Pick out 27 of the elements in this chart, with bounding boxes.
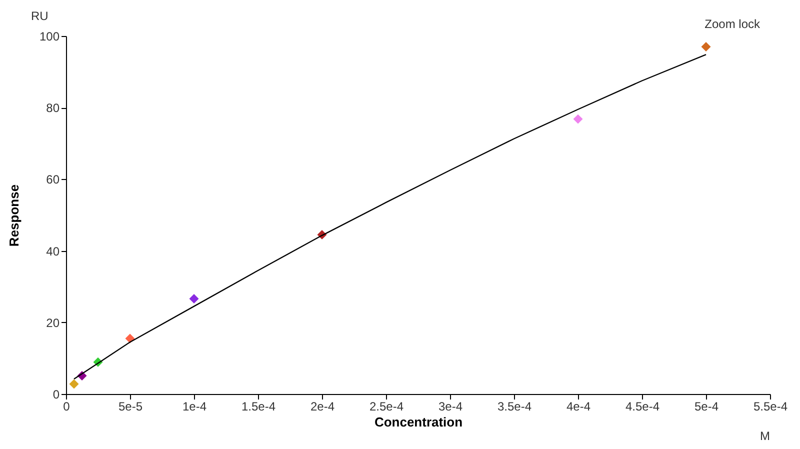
x-tick-label: 1e-4 (182, 400, 207, 414)
point (69, 379, 79, 389)
y-tick-label: 60 (46, 172, 60, 187)
x-tick-label: 5e-5 (118, 400, 143, 414)
x-axis-title: Concentration (374, 414, 463, 430)
point (189, 294, 199, 304)
x-tick-label: 5.5e-4 (753, 400, 788, 414)
x-tick-label: 1.5e-4 (241, 400, 276, 414)
x-tick-label: 4e-4 (566, 400, 591, 414)
x-tick-label: 0 (63, 400, 70, 414)
x-tick-label: 5e-4 (694, 400, 719, 414)
x-tick-label: 2e-4 (310, 400, 335, 414)
x-tick-label: 3.5e-4 (497, 400, 532, 414)
x-tick-label: 2.5e-4 (369, 400, 404, 414)
point (701, 42, 711, 52)
y-tick-label: 80 (46, 101, 60, 116)
x-tick-label: 4.5e-4 (625, 400, 660, 414)
y-tick-label: 100 (39, 30, 60, 44)
text: M (760, 429, 770, 443)
text: Zoom lock (704, 17, 761, 31)
y-tick-label: 40 (46, 244, 60, 258)
y-tick-label: 20 (46, 316, 60, 330)
x-tick-label: 3e-4 (438, 400, 463, 414)
text: RU (31, 9, 48, 23)
y-tick-label: 0 (52, 388, 60, 402)
point (573, 114, 583, 124)
y-axis-title: Response (6, 184, 22, 247)
